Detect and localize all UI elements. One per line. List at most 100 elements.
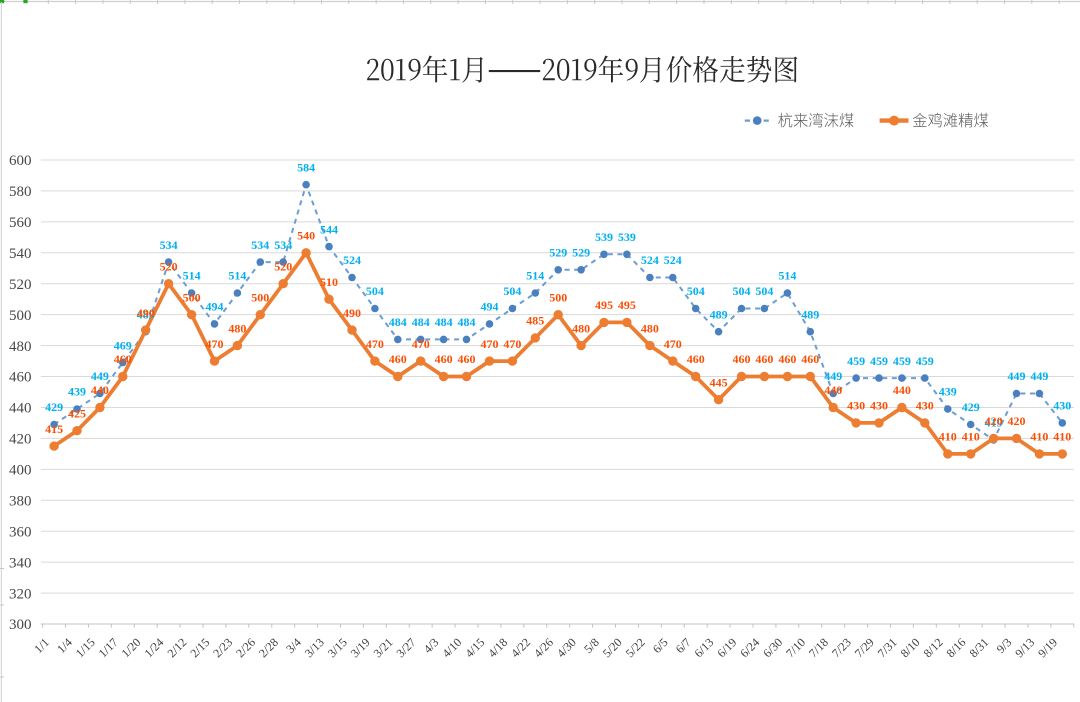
svg-text:534: 534	[251, 238, 269, 252]
svg-text:494: 494	[206, 300, 224, 314]
svg-text:410: 410	[1053, 430, 1071, 444]
svg-text:500: 500	[251, 290, 269, 304]
svg-text:420: 420	[9, 432, 32, 448]
svg-text:460: 460	[755, 352, 773, 366]
svg-text:420: 420	[1008, 414, 1026, 428]
svg-text:484: 484	[389, 315, 407, 329]
svg-text:480: 480	[9, 339, 32, 355]
svg-text:580: 580	[9, 184, 32, 200]
svg-text:440: 440	[893, 383, 911, 397]
svg-text:504: 504	[733, 284, 751, 298]
svg-text:520: 520	[274, 259, 292, 273]
svg-text:480: 480	[641, 321, 659, 335]
svg-text:470: 470	[366, 337, 384, 351]
svg-text:520: 520	[160, 259, 178, 273]
svg-text:460: 460	[458, 352, 476, 366]
svg-text:440: 440	[824, 383, 842, 397]
svg-text:495: 495	[595, 298, 613, 312]
svg-text:440: 440	[9, 401, 32, 417]
svg-text:470: 470	[481, 337, 499, 351]
svg-text:449: 449	[824, 369, 842, 383]
svg-text:460: 460	[687, 352, 705, 366]
svg-text:484: 484	[458, 315, 476, 329]
svg-text:440: 440	[91, 383, 109, 397]
svg-text:540: 540	[297, 229, 315, 243]
svg-text:494: 494	[481, 300, 499, 314]
svg-text:410: 410	[1030, 430, 1048, 444]
svg-text:480: 480	[228, 321, 246, 335]
svg-text:410: 410	[962, 430, 980, 444]
svg-text:500: 500	[9, 308, 32, 324]
svg-text:439: 439	[68, 385, 86, 399]
svg-text:429: 429	[45, 400, 63, 414]
svg-text:415: 415	[45, 422, 63, 436]
svg-text:460: 460	[435, 352, 453, 366]
svg-text:540: 540	[9, 246, 32, 262]
svg-text:469: 469	[114, 338, 132, 352]
svg-text:584: 584	[297, 160, 315, 174]
svg-text:534: 534	[160, 238, 178, 252]
svg-text:449: 449	[1008, 369, 1026, 383]
svg-text:489: 489	[710, 307, 728, 321]
svg-text:320: 320	[9, 586, 32, 602]
svg-text:600: 600	[9, 153, 32, 169]
svg-text:425: 425	[68, 406, 86, 420]
svg-text:534: 534	[274, 238, 292, 252]
svg-text:490: 490	[137, 306, 155, 320]
svg-text:460: 460	[114, 352, 132, 366]
svg-text:419: 419	[985, 416, 1003, 430]
svg-text:539: 539	[618, 230, 636, 244]
svg-text:489: 489	[801, 307, 819, 321]
svg-text:489: 489	[137, 307, 155, 321]
svg-text:504: 504	[366, 284, 384, 298]
svg-text:484: 484	[412, 315, 430, 329]
svg-text:524: 524	[343, 253, 361, 267]
svg-text:430: 430	[847, 399, 865, 413]
svg-text:470: 470	[206, 337, 224, 351]
svg-text:470: 470	[412, 337, 430, 351]
svg-text:460: 460	[389, 352, 407, 366]
svg-text:460: 460	[778, 352, 796, 366]
svg-text:500: 500	[549, 290, 567, 304]
svg-text:470: 470	[664, 337, 682, 351]
svg-text:460: 460	[733, 352, 751, 366]
svg-text:445: 445	[710, 375, 728, 389]
svg-text:449: 449	[1030, 369, 1048, 383]
svg-text:529: 529	[549, 246, 567, 260]
svg-text:484: 484	[435, 315, 453, 329]
svg-text:430: 430	[870, 399, 888, 413]
svg-text:485: 485	[526, 314, 544, 328]
svg-text:524: 524	[664, 253, 682, 267]
svg-text:480: 480	[572, 321, 590, 335]
svg-text:459: 459	[893, 354, 911, 368]
svg-text:495: 495	[618, 298, 636, 312]
svg-text:420: 420	[985, 414, 1003, 428]
svg-text:470: 470	[503, 337, 521, 351]
svg-text:429: 429	[962, 400, 980, 414]
svg-text:520: 520	[9, 277, 32, 293]
svg-text:560: 560	[9, 215, 32, 231]
svg-text:360: 360	[9, 524, 32, 540]
svg-text:514: 514	[228, 269, 246, 283]
svg-text:460: 460	[9, 370, 32, 386]
svg-text:490: 490	[343, 306, 361, 320]
svg-text:529: 529	[572, 246, 590, 260]
svg-text:449: 449	[91, 369, 109, 383]
svg-text:410: 410	[939, 430, 957, 444]
svg-text:504: 504	[755, 284, 773, 298]
svg-text:524: 524	[641, 253, 659, 267]
svg-text:459: 459	[916, 354, 934, 368]
svg-text:439: 439	[939, 385, 957, 399]
svg-text:514: 514	[778, 269, 796, 283]
svg-text:400: 400	[9, 463, 32, 479]
svg-text:300: 300	[9, 617, 32, 633]
svg-text:459: 459	[870, 354, 888, 368]
svg-text:514: 514	[526, 269, 544, 283]
svg-text:430: 430	[1053, 399, 1071, 413]
svg-text:514: 514	[183, 269, 201, 283]
svg-text:430: 430	[916, 399, 934, 413]
svg-text:504: 504	[687, 284, 705, 298]
svg-text:500: 500	[183, 290, 201, 304]
svg-text:340: 340	[9, 555, 32, 571]
svg-text:544: 544	[320, 222, 338, 236]
